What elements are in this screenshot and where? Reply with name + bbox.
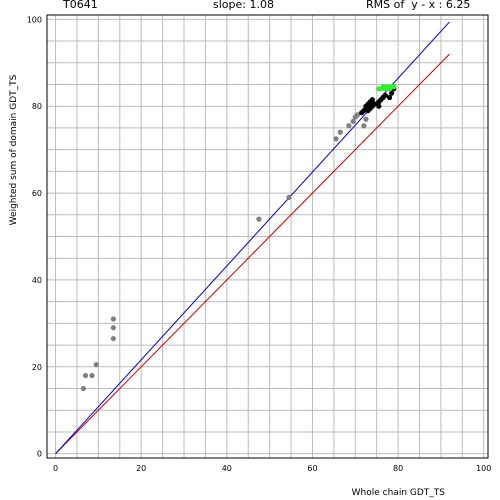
data-point	[256, 216, 262, 222]
data-point	[354, 112, 361, 118]
target-id: T0641	[63, 0, 98, 11]
data-point	[110, 316, 116, 322]
x-tick-label: 20	[136, 464, 146, 473]
data-point	[333, 136, 339, 142]
y-tick-label: 80	[32, 102, 42, 111]
data-point	[363, 116, 369, 122]
data-point	[391, 84, 397, 90]
x-tick-label: 100	[476, 464, 491, 473]
data-point	[369, 97, 375, 103]
data-point	[110, 325, 116, 331]
data-point	[382, 92, 388, 98]
x-tick-label: 60	[307, 464, 317, 473]
data-point	[89, 372, 95, 379]
x-tick-label: 0	[53, 464, 58, 473]
data-point	[82, 372, 89, 379]
tick-labels: 0 20 40 60 80 100 0 20 40 60 80 100	[27, 15, 492, 473]
y-tick-label: 0	[37, 450, 42, 459]
y-tick-label: 40	[32, 276, 42, 285]
x-tick-label: 40	[222, 464, 232, 473]
data-point	[361, 123, 367, 129]
data-point	[286, 194, 292, 201]
data-point	[389, 90, 395, 96]
x-axis-label: Whole chain GDT_TS	[352, 488, 446, 498]
y-axis-label: Weighted sum of domain GDT_TS	[9, 74, 19, 225]
grid	[47, 15, 488, 458]
y-tick-label: 100	[27, 15, 42, 24]
data-points	[80, 84, 397, 392]
data-point	[110, 335, 116, 342]
rms-label: RMS of y - x : 6.25	[366, 0, 471, 11]
slope-label: slope: 1.08	[213, 0, 274, 11]
data-point	[346, 123, 352, 129]
data-point	[386, 94, 393, 101]
identity-line	[55, 53, 450, 455]
y-tick-label: 20	[32, 363, 42, 372]
chart-header: T0641 slope: 1.08 RMS of y - x : 6.25	[0, 0, 500, 14]
data-point	[371, 101, 378, 107]
data-point	[337, 129, 343, 135]
data-point	[93, 362, 99, 368]
x-tick-label: 80	[393, 464, 403, 473]
data-point	[376, 103, 382, 109]
data-point	[350, 118, 356, 125]
y-tick-label: 60	[32, 189, 42, 198]
data-point	[80, 385, 86, 392]
plot-frame	[46, 14, 489, 459]
